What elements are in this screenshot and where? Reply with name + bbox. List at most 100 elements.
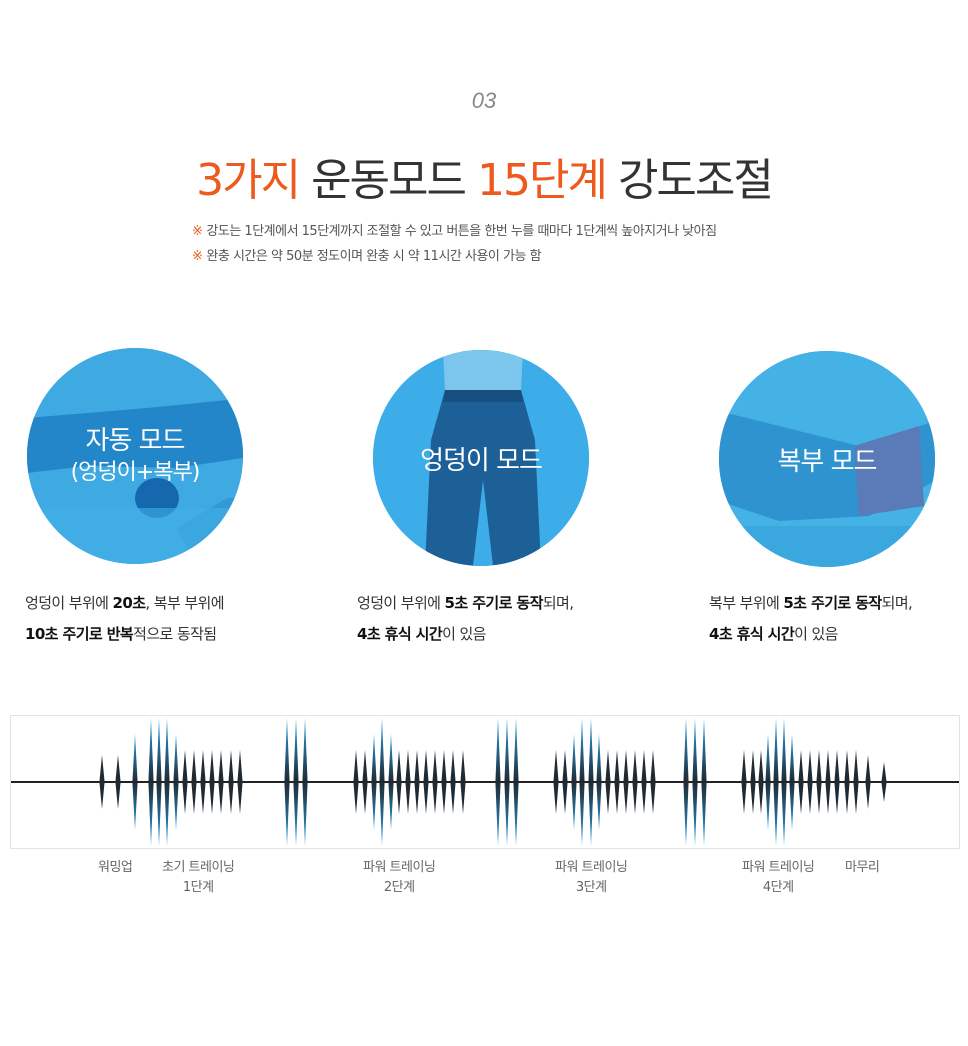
desc-text: 엉덩이 부위에 xyxy=(25,594,113,612)
waveform-spike xyxy=(353,750,359,814)
auto-mode-image: 자동 모드 (엉덩이+복부) xyxy=(27,348,243,564)
note-line-2: ※ 완충 시간은 약 50분 정도이며 완충 시 약 11시간 사용이 가능 함 xyxy=(192,244,812,269)
waveform-spike xyxy=(825,750,831,814)
desc-bold: 10초 주기로 반복 xyxy=(25,625,134,643)
desc-bold: 4초 휴식 시간 xyxy=(709,625,795,643)
desc-line: 10초 주기로 반복적으로 동작됨 xyxy=(25,619,224,650)
note-mark: ※ xyxy=(192,249,203,264)
waveform-spike xyxy=(460,750,466,814)
waveform-spike xyxy=(641,750,647,814)
waveform-spike xyxy=(115,755,121,809)
waveform-spike xyxy=(148,718,154,846)
notes: ※ 강도는 1단계에서 15단계까지 조절할 수 있고 버튼을 한번 누를 때마다… xyxy=(192,219,812,269)
waveform-spike xyxy=(495,718,501,846)
waveform-spike xyxy=(798,750,804,814)
waveform-spike xyxy=(650,750,656,814)
auto-mode-subtitle: (엉덩이+복부) xyxy=(70,460,201,485)
waveform-spike xyxy=(164,718,170,846)
note-mark: ※ xyxy=(192,224,203,239)
waveform-spike xyxy=(450,750,456,814)
abdomen-mode-photo xyxy=(719,351,935,567)
waveform-spike xyxy=(504,718,510,846)
waveform-spike xyxy=(99,755,105,809)
note-line-1: ※ 강도는 1단계에서 15단계까지 조절할 수 있고 버튼을 한번 누를 때마다… xyxy=(192,219,812,244)
intensity-waveform xyxy=(10,715,960,849)
waveform-spike xyxy=(414,750,420,814)
desc-text: , 복부 부위에 xyxy=(145,594,224,612)
waveform-spike xyxy=(816,750,822,814)
waveform-spike xyxy=(605,750,611,814)
waveform-spike xyxy=(881,762,887,802)
waveform-spike xyxy=(182,750,188,814)
desc-text: 되며, xyxy=(881,594,913,612)
waveform-spike xyxy=(865,755,871,809)
waveform-spike xyxy=(396,750,402,814)
waveform-spike xyxy=(200,750,206,814)
stage-label-line: 초기 트레이닝 xyxy=(162,860,235,875)
headline: 3가지 운동모드 15단계 강도조절 xyxy=(0,144,968,208)
abdomen-mode-title: 복부 모드 xyxy=(777,447,878,477)
stage-level: 1단계 xyxy=(182,880,214,895)
waveform-spike xyxy=(237,750,243,814)
stage-label-line: 파워 트레이닝 xyxy=(363,860,436,875)
desc-bold: 4초 휴식 시간 xyxy=(357,625,443,643)
waveform-spike xyxy=(388,734,394,830)
auto-mode-photo xyxy=(27,348,243,564)
waveform-spike xyxy=(423,750,429,814)
waveform-spike xyxy=(362,750,368,814)
hip-mode-desc: 엉덩이 부위에 5초 주기로 동작되며, 4초 휴식 시간이 있음 xyxy=(357,588,574,650)
waveform-spike xyxy=(853,750,859,814)
waveform-spike xyxy=(632,750,638,814)
stage-power-training-4: 파워 트레이닝 4단계 xyxy=(742,858,815,898)
waveform-spike xyxy=(844,750,850,814)
waveform-spike xyxy=(789,734,795,830)
waveform-spike xyxy=(405,750,411,814)
waveform-spike xyxy=(741,750,747,814)
hip-mode-photo xyxy=(373,350,589,566)
waveform-spike xyxy=(834,750,840,814)
headline-accent-modes: 3가지 xyxy=(196,155,301,206)
waveform-spike xyxy=(588,718,594,846)
desc-text: 적으로 동작됨 xyxy=(133,625,217,643)
stage-cooldown: 마무리 xyxy=(845,858,880,878)
abdomen-mode-image: 복부 모드 xyxy=(719,351,935,567)
waveform-graphic xyxy=(11,718,959,846)
waveform-spike xyxy=(596,734,602,830)
waveform-spike xyxy=(781,718,787,846)
waveform-spike xyxy=(218,750,224,814)
desc-text: 이 있음 xyxy=(794,625,838,643)
hip-mode-image: 엉덩이 모드 xyxy=(373,350,589,566)
waveform-spike xyxy=(132,734,138,830)
abdomen-mode-desc: 복부 부위에 5초 주기로 동작되며, 4초 휴식 시간이 있음 xyxy=(709,588,913,650)
stage-level: 2단계 xyxy=(383,880,415,895)
waveform-spike xyxy=(228,750,234,814)
waveform-spike xyxy=(692,718,698,846)
stage-initial-training: 초기 트레이닝 1단계 xyxy=(162,858,235,898)
desc-bold: 5초 주기로 동작 xyxy=(444,594,544,612)
desc-text: 복부 부위에 xyxy=(709,594,784,612)
waveform-spike xyxy=(614,750,620,814)
waveform-spike xyxy=(623,750,629,814)
waveform-spike xyxy=(371,734,377,830)
stage-label-line: 워밍업 xyxy=(98,860,133,875)
waveform-spike xyxy=(750,750,756,814)
waveform-spike xyxy=(441,750,447,814)
waveform-spike xyxy=(513,718,519,846)
desc-bold: 20초 xyxy=(112,594,146,612)
waveform-spike xyxy=(553,750,559,814)
waveform-spike xyxy=(209,750,215,814)
note-text: 강도는 1단계에서 15단계까지 조절할 수 있고 버튼을 한번 누를 때마다 … xyxy=(206,224,717,239)
desc-text: 엉덩이 부위에 xyxy=(357,594,445,612)
note-text: 완충 시간은 약 50분 정도이며 완충 시 약 11시간 사용이 가능 함 xyxy=(206,249,542,264)
stage-label-line: 마무리 xyxy=(845,860,880,875)
waveform-spike xyxy=(758,750,764,814)
hip-mode-title: 엉덩이 모드 xyxy=(420,446,543,476)
stage-level: 4단계 xyxy=(762,880,794,895)
waveform-spike xyxy=(379,718,385,846)
waveform-spike xyxy=(807,750,813,814)
waveform-spike xyxy=(683,718,689,846)
desc-line: 엉덩이 부위에 20초, 복부 부위에 xyxy=(25,588,225,619)
auto-mode-title: 자동 모드 xyxy=(85,426,186,456)
waveform-spike xyxy=(701,718,707,846)
desc-bold: 5초 주기로 동작 xyxy=(783,594,882,612)
